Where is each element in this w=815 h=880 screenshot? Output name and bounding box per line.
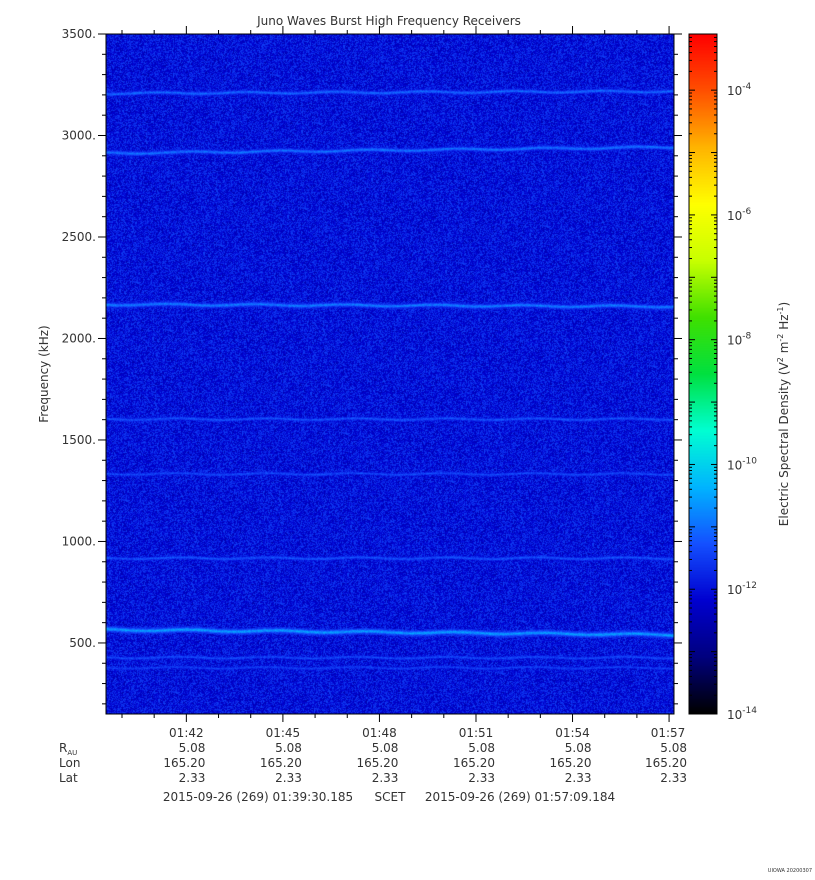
x-tick-label: 01:54 xyxy=(555,726,590,740)
colorbar-tick-exponent: -6 xyxy=(742,207,751,217)
colorbar-tick-label: 10-6 xyxy=(727,207,752,223)
y-tick-label: 2500. xyxy=(62,230,96,244)
colorbar-tick-exponent: -12 xyxy=(742,581,757,591)
ephemeris-value: 2.33 xyxy=(468,771,495,785)
y-tick-label: 2000. xyxy=(62,331,96,345)
ephemeris-value: 2.33 xyxy=(372,771,399,785)
colorbar-label-part: -1 xyxy=(776,307,785,315)
colorbar-tick-label: 10-4 xyxy=(727,82,752,98)
y-tick-label: 1000. xyxy=(62,534,96,548)
ephemeris-value: 165.20 xyxy=(260,756,302,770)
y-tick-label: 3000. xyxy=(62,128,96,142)
y-axis-label: Frequency (kHz) xyxy=(37,325,51,422)
colorbar-label: Electric Spectral Density (V2 m-2 Hz-1) xyxy=(776,302,791,526)
colorbar-label-part: Electric Spectral Density (V xyxy=(777,361,791,526)
ephemeris-value: 165.20 xyxy=(356,756,398,770)
y-tick-label: 1500. xyxy=(62,433,96,447)
time-start: 2015-09-26 (269) 01:39:30.185 xyxy=(163,790,353,804)
x-tick-label: 01:45 xyxy=(266,726,301,740)
colorbar-label-part: ) xyxy=(777,302,791,307)
colorbar-tick-label: 10-10 xyxy=(727,456,757,472)
x-tick-label: 01:42 xyxy=(169,726,204,740)
colorbar-label-part: 2 xyxy=(776,357,785,362)
chart-title: Juno Waves Burst High Frequency Receiver… xyxy=(256,14,521,28)
colorbar-tick-label: 10-12 xyxy=(727,581,757,597)
ephemeris-label: Lon xyxy=(59,756,80,770)
x-tick-label: 01:48 xyxy=(362,726,397,740)
colorbar-label-part: m xyxy=(777,342,791,358)
spectrogram-heatmap xyxy=(106,34,674,714)
colorbar: 10-14 10-12 10-10 10-8 10-6 10-4 xyxy=(688,33,757,722)
y-axis: 500. 1000. 1500. 2000. 2500. 3000. 3500. xyxy=(62,27,682,705)
ephemeris-value: 5.08 xyxy=(468,741,495,755)
x-axis: 01:42 01:45 01:48 01:51 01:54 01:57 xyxy=(121,26,686,740)
ephemeris-label: RAU xyxy=(59,741,77,757)
ephemeris-value: 2.33 xyxy=(275,771,302,785)
colorbar-tick-label: 10-8 xyxy=(727,332,752,348)
ephemeris-value: 5.08 xyxy=(275,741,302,755)
time-range: 2015-09-26 (269) 01:39:30.185 SCET 2015-… xyxy=(163,790,615,804)
plot-frame xyxy=(105,33,675,715)
ephemeris-value: 165.20 xyxy=(550,756,592,770)
ephemeris-label: Lat xyxy=(59,771,78,785)
time-end: 2015-09-26 (269) 01:57:09.184 xyxy=(425,790,615,804)
y-tick-label: 3500. xyxy=(62,27,96,41)
ephemeris-label-subscript: AU xyxy=(67,749,77,757)
time-frame: SCET xyxy=(375,790,407,804)
colorbar-tick-exponent: -14 xyxy=(742,706,757,716)
colorbar-frame xyxy=(688,33,718,715)
colorbar-label-part: Hz xyxy=(777,314,791,333)
colorbar-tick-label: 10-14 xyxy=(727,706,757,722)
colorbar-tick-exponent: -10 xyxy=(742,456,757,466)
colorbar-tick-exponent: -8 xyxy=(742,332,751,342)
ephemeris-value: 2.33 xyxy=(660,771,687,785)
colorbar-tick-exponent: -4 xyxy=(742,82,751,92)
ephemeris-table: RAU 5.08 5.08 5.08 5.08 5.08 5.08 Lon 165.20 165.… xyxy=(59,741,687,785)
ephemeris-value: 5.08 xyxy=(660,741,687,755)
ephemeris-value: 165.20 xyxy=(453,756,495,770)
ephemeris-value: 5.08 xyxy=(372,741,399,755)
colorbar-label-part: -2 xyxy=(776,334,785,342)
ephemeris-value: 165.20 xyxy=(163,756,205,770)
plot-area xyxy=(105,33,675,715)
y-tick-label: 500. xyxy=(69,636,96,650)
ephemeris-value: 2.33 xyxy=(565,771,592,785)
colorbar-gradient xyxy=(689,34,717,714)
x-tick-label: 01:51 xyxy=(459,726,494,740)
x-tick-label: 01:57 xyxy=(651,726,686,740)
ephemeris-value: 5.08 xyxy=(565,741,592,755)
footer-stamp: UIOWA 20200307 xyxy=(768,868,812,874)
ephemeris-value: 165.20 xyxy=(645,756,687,770)
ephemeris-value: 5.08 xyxy=(179,741,206,755)
ephemeris-value: 2.33 xyxy=(179,771,206,785)
